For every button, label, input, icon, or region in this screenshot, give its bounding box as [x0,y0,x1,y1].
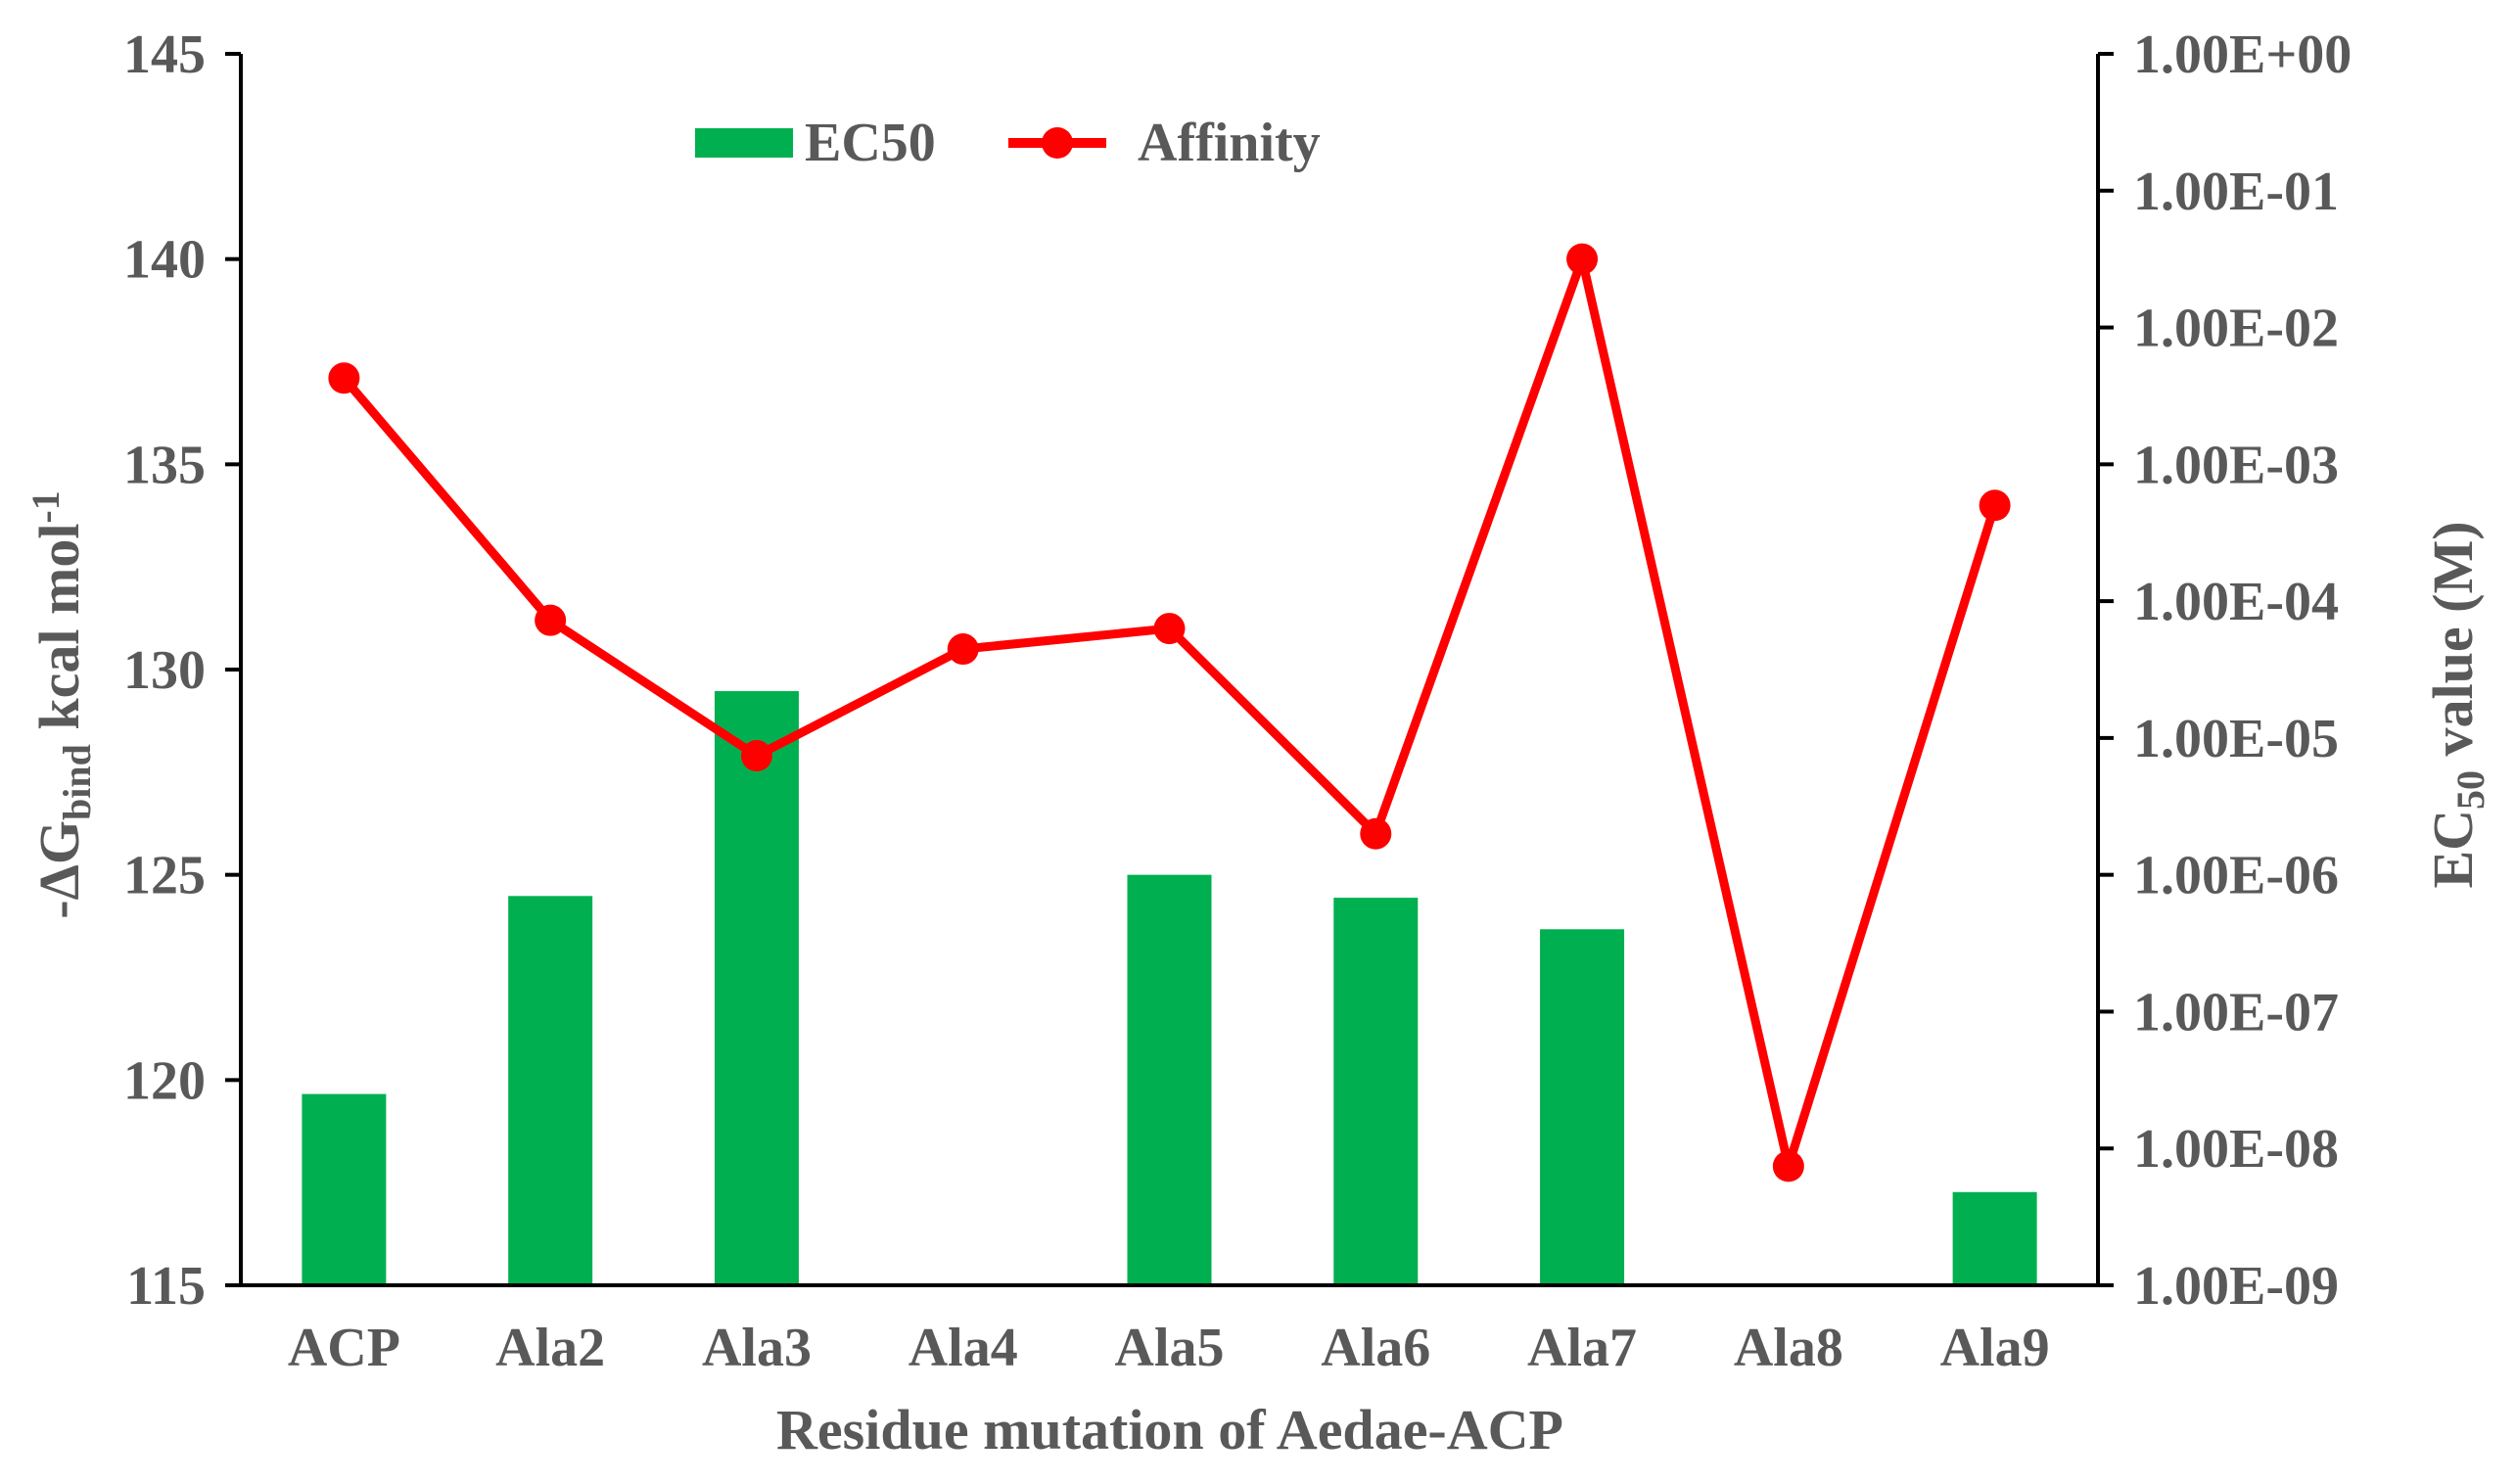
y-left-tick-label: 140 [123,230,206,291]
legend-swatch-ec50 [695,128,793,158]
x-tick-label-ala2: Ala2 [495,1318,605,1378]
y-right-tick-label: 1.00E-08 [2133,1119,2339,1180]
y-left-tick-label: 115 [126,1256,206,1317]
x-axis-title: Residue mutation of Aedae-ACP [776,1398,1563,1461]
legend-label-ec50: EC50 [805,113,936,173]
y-right-tick-label: 1.00E-02 [2133,299,2339,359]
bar-ec50-ala5 [1127,874,1212,1285]
point-affinity-ala3 [740,740,772,772]
point-affinity-ala5 [1153,613,1186,645]
point-affinity-ala6 [1360,817,1392,850]
y-right-tick-label: 1.00E+00 [2133,24,2352,85]
y-left-tick-label: 120 [123,1050,206,1111]
point-affinity-ala8 [1772,1150,1804,1183]
x-tick-label-ala8: Ala8 [1734,1318,1843,1378]
legend-label-affinity: Affinity [1138,113,1321,173]
x-tick-label-ala7: Ala7 [1527,1318,1637,1378]
x-tick-label-ala3: Ala3 [702,1318,812,1378]
bar-ec50-acp [302,1093,387,1285]
x-tick-label-ala9: Ala9 [1940,1318,2050,1378]
y-right-tick-label: 1.00E-07 [2133,982,2339,1043]
point-affinity-ala2 [535,604,567,636]
y-left-tick-label: 125 [123,846,206,906]
point-affinity-ala9 [1979,489,2011,522]
y-right-tick-label: 1.00E-09 [2133,1256,2339,1317]
point-affinity-ala4 [947,633,979,666]
bars-layer [302,691,2037,1285]
legend-swatch-affinity-marker [1042,127,1073,159]
y-axis-left-title: -ΔGbind kcal mol-1 [23,490,99,919]
axes-layer: 115 120 125 130 135 140 145 1.00E-09 1.00E-08 1.0… [123,24,2352,1378]
bar-ec50-ala9 [1952,1191,2037,1285]
y-right-tick-label: 1.00E-05 [2133,709,2339,769]
bar-ec50-ala6 [1333,898,1419,1285]
y-right-tick-label: 1.00E-03 [2133,435,2339,495]
y-right-tick-label: 1.00E-01 [2133,162,2339,222]
x-tick-label-ala5: Ala5 [1115,1318,1225,1378]
y-left-tick-label: 145 [123,24,206,85]
line-layer [328,243,2011,1183]
y-left-tick-label: 130 [123,640,206,701]
x-tick-label-ala4: Ala4 [909,1318,1018,1378]
y-right-tick-label: 1.00E-06 [2133,846,2339,906]
bar-ec50-ala7 [1540,929,1625,1285]
legend: EC50 Affinity [695,113,1321,173]
point-affinity-ala7 [1566,243,1599,275]
x-tick-label-acp: ACP [288,1318,400,1378]
bar-ec50-ala2 [508,896,593,1285]
y-axis-right-title: EC50 value (M) [2421,521,2493,888]
bar-ec50-ala3 [714,691,799,1285]
point-affinity-acp [328,362,360,394]
y-left-tick-label: 135 [123,435,206,495]
y-right-tick-label: 1.00E-04 [2133,572,2339,632]
x-tick-label-ala6: Ala6 [1321,1318,1430,1378]
